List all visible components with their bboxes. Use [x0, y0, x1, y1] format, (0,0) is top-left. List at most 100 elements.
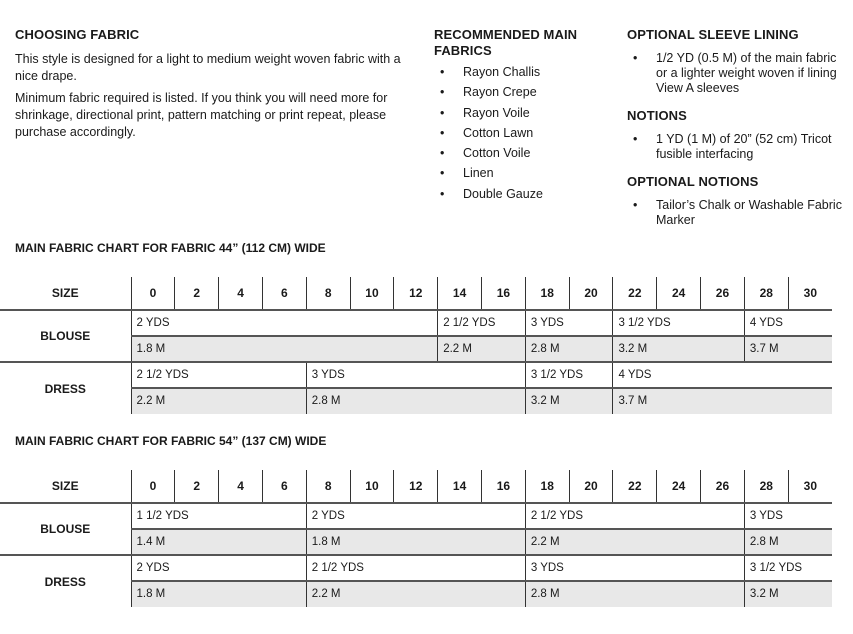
- size-column-header: 8: [305, 470, 351, 504]
- notions-list: 1 YD (1 M) of 20” (52 cm) Tricot fusible…: [627, 132, 842, 162]
- yardage-cell: 2 YDS: [130, 555, 307, 582]
- metres-cell: 2.2 M: [305, 581, 526, 608]
- size-column-header: 12: [393, 470, 438, 504]
- size-column-header: 10: [349, 277, 394, 311]
- list-item: Rayon Crepe: [434, 85, 604, 100]
- yardage-cell: 4 YDS: [612, 362, 832, 389]
- metres-cell: 3.2 M: [612, 336, 745, 363]
- yardage-cell: 2 1/2 YDS: [437, 310, 526, 337]
- chart-title: MAIN FABRIC CHART FOR FABRIC 54” (137 CM…: [15, 434, 327, 448]
- metres-cell: 1.8 M: [130, 336, 438, 363]
- yardage-cell: 2 1/2 YDS: [524, 503, 745, 530]
- section-heading: NOTIONS: [627, 108, 687, 123]
- size-column-header: 8: [305, 277, 351, 311]
- size-column-header: 4: [218, 277, 263, 311]
- yardage-cell: 3 1/2 YDS: [612, 310, 745, 337]
- list-item: 1 YD (1 M) of 20” (52 cm) Tricot fusible…: [627, 132, 842, 162]
- metres-cell: 1.8 M: [305, 529, 526, 556]
- yards-row: BLOUSE 1 1/2 YDS 2 YDS 2 1/2 YDS 3 YDS: [0, 503, 832, 556]
- size-column-header: 28: [743, 277, 789, 311]
- size-column-header: 16: [481, 470, 526, 504]
- metres-cell: 2.8 M: [743, 529, 832, 556]
- size-column-header: 22: [612, 470, 657, 504]
- metres-cell: 3.2 M: [743, 581, 832, 608]
- yardage-cell: 3 1/2 YDS: [743, 555, 832, 582]
- garment-label: DRESS: [44, 381, 86, 396]
- header-row: SIZE 0 2 4 6 8 10 12 14 16 18 20 22 24 26 28 30: [0, 277, 832, 311]
- metres-cell: 1.8 M: [130, 581, 307, 608]
- size-column-header: 14: [437, 470, 482, 504]
- metres-cell: 2.8 M: [524, 336, 613, 363]
- size-column-header: 28: [743, 470, 789, 504]
- sleeve-list: 1/2 YD (0.5 M) of the main fabric or a l…: [627, 51, 842, 96]
- choosing-fabric-section: CHOOSING FABRIC This style is designed f…: [15, 27, 410, 141]
- section-heading: OPTIONAL SLEEVE LINING: [627, 27, 799, 42]
- yards-row: DRESS 2 YDS 2 1/2 YDS 3 YDS 3 1/2 YDS: [0, 555, 832, 589]
- yardage-cell: 3 1/2 YDS: [524, 362, 613, 389]
- metres-cell: 3.7 M: [743, 336, 832, 363]
- list-item: Cotton Lawn: [434, 126, 604, 141]
- size-column-header: 26: [700, 277, 745, 311]
- size-column-header: 2: [174, 470, 219, 504]
- metres-cell: 2.2 M: [437, 336, 526, 363]
- paragraph: This style is designed for a light to me…: [15, 52, 401, 83]
- section-heading: RECOMMENDED MAIN FABRICS: [434, 27, 578, 58]
- metres-cell: 2.8 M: [305, 388, 526, 415]
- size-column-header: 16: [481, 277, 526, 311]
- metres-cell: 3.2 M: [524, 388, 613, 415]
- garment-label: BLOUSE: [0, 310, 131, 363]
- size-column-header: 0: [130, 277, 175, 311]
- metres-row: 1.8 M 2.2 M 2.8 M 3.2 M: [0, 581, 832, 608]
- yards-row: BLOUSE 2 YDS 2 1/2 YDS 3 YDS 3 1/2 YDS 4 YDS: [0, 310, 832, 363]
- yardage-cell: 1 1/2 YDS: [130, 503, 307, 530]
- yardage-cell: 2 YDS: [305, 503, 526, 530]
- metres-row: 1.8 M 2.2 M 2.8 M 3.2 M 3.7 M: [0, 336, 832, 363]
- section-heading: OPTIONAL NOTIONS: [627, 174, 759, 189]
- yardage-cell: 2 YDS: [130, 310, 438, 337]
- metres-row: 2.2 M 2.8 M 3.2 M 3.7 M: [0, 388, 832, 415]
- fabric-chart-44: SIZE 0 2 4 6 8 10 12 14 16 18 20 22 24 26 28 30 BLOUSE 2 Y…: [0, 277, 832, 415]
- size-column-header: 24: [656, 470, 701, 504]
- size-column-header: 26: [700, 470, 745, 504]
- size-column-header: 18: [524, 277, 570, 311]
- size-header: SIZE: [0, 470, 131, 504]
- size-column-header: 2: [174, 277, 219, 311]
- metres-row: 1.4 M 1.8 M 2.2 M 2.8 M: [0, 529, 832, 556]
- size-column-header: 22: [612, 277, 657, 311]
- yardage-cell: 2 1/2 YDS: [305, 555, 526, 582]
- metres-cell: 2.2 M: [524, 529, 745, 556]
- yards-row: DRESS 2 1/2 YDS 3 YDS 3 1/2 YDS 4 YDS: [0, 362, 832, 396]
- size-column-header: 4: [218, 470, 263, 504]
- size-column-header: 12: [393, 277, 438, 311]
- metres-cell: 1.4 M: [130, 529, 307, 556]
- size-column-header: 10: [349, 470, 394, 504]
- list-item: Cotton Voile: [434, 146, 604, 161]
- size-column-header: 6: [261, 470, 307, 504]
- metres-cell: 2.8 M: [524, 581, 745, 608]
- list-item: Double Gauze: [434, 187, 604, 202]
- yardage-cell: 3 YDS: [524, 555, 745, 582]
- metres-cell: 3.7 M: [612, 388, 832, 415]
- header-row: SIZE 0 2 4 6 8 10 12 14 16 18 20 22 24 26 28 30: [0, 470, 832, 504]
- list-item: Rayon Voile: [434, 106, 604, 121]
- yardage-cell: 3 YDS: [743, 503, 832, 530]
- size-column-header: 24: [656, 277, 701, 311]
- right-column: OPTIONAL SLEEVE LINING 1/2 YD (0.5 M) of…: [627, 27, 842, 228]
- size-column-header: 14: [437, 277, 482, 311]
- yardage-cell: 3 YDS: [524, 310, 613, 337]
- metres-cell: 2.2 M: [130, 388, 307, 415]
- yardage-cell: 4 YDS: [743, 310, 832, 337]
- recommended-fabrics-section: RECOMMENDED MAIN FABRICS Rayon ChallisRa…: [434, 27, 604, 207]
- section-heading: CHOOSING FABRIC: [15, 27, 140, 42]
- list-item: Linen: [434, 166, 604, 181]
- garment-label: DRESS: [44, 574, 86, 589]
- fabric-chart-54: SIZE 0 2 4 6 8 10 12 14 16 18 20 22 24 26 28 30 BLOUSE 1 1…: [0, 470, 832, 608]
- fabric-list: Rayon Challis Rayon Crepe Rayon Voile Cotto…: [434, 65, 604, 202]
- yardage-cell: 3 YDS: [305, 362, 526, 389]
- size-column-header: 30: [787, 277, 832, 311]
- optional-notions-list: Tailor’s Chalk or Washable Fabric Marker: [627, 198, 842, 228]
- size-column-header: 6: [261, 277, 307, 311]
- paragraph: Minimum fabric required is listed. If yo…: [15, 91, 388, 139]
- size-column-header: 18: [524, 470, 570, 504]
- size-column-header: 20: [568, 470, 613, 504]
